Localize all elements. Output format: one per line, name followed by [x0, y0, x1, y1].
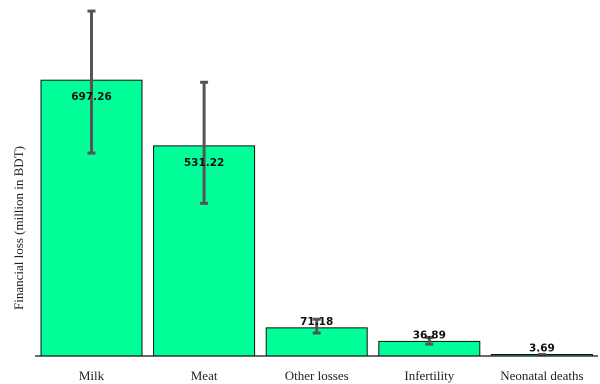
x-tick-label-2: Meat [191, 368, 218, 383]
x-tick-label-1: Milk [79, 368, 105, 383]
data-label-3: 71.18 [300, 316, 333, 328]
x-tick-label-5: Neonatal deaths [500, 368, 583, 383]
data-label-4: 36.89 [413, 329, 446, 341]
x-tick-label-4: Infertility [404, 368, 454, 383]
data-label-1: 697.26 [71, 91, 112, 103]
data-label-2: 531.22 [184, 157, 225, 169]
plot-area: 697.26 Milk 531.22 Meat 71.18 Other losses 36.… [35, 9, 598, 383]
x-tick-label-3: Other losses [285, 368, 349, 383]
y-axis-label: Financial loss (million in BDT) [11, 146, 26, 310]
data-label-5: 3.69 [529, 343, 555, 355]
